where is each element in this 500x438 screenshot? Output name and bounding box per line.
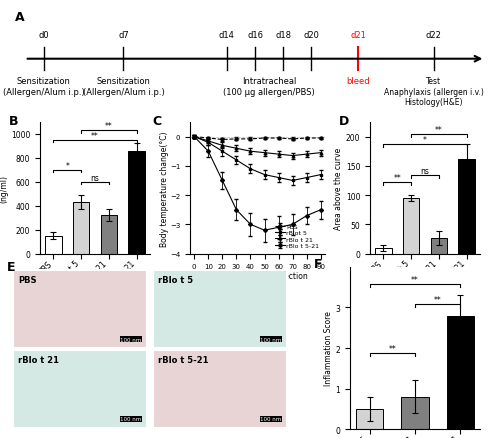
Text: **: ** xyxy=(91,131,99,140)
Text: *: * xyxy=(66,161,69,170)
Text: **: ** xyxy=(105,122,113,131)
Text: E: E xyxy=(7,261,16,274)
Bar xyxy=(153,270,287,348)
Text: d0: d0 xyxy=(38,31,49,40)
Text: D: D xyxy=(339,115,349,128)
Text: **: ** xyxy=(411,275,419,284)
Text: **: ** xyxy=(434,296,442,304)
Text: d22: d22 xyxy=(426,31,442,40)
Text: C: C xyxy=(152,115,162,128)
Y-axis label: Inflammation Score: Inflammation Score xyxy=(324,311,332,385)
Bar xyxy=(73,203,90,254)
Text: d14: d14 xyxy=(219,31,234,40)
Text: A: A xyxy=(16,11,25,24)
Text: rBlo t 21: rBlo t 21 xyxy=(18,355,59,364)
Text: ns: ns xyxy=(90,173,100,182)
Text: **: ** xyxy=(435,126,443,134)
Legend: PBS, rBlot 5, rBlo t 21, rBlo t 5-21: PBS, rBlot 5, rBlo t 21, rBlo t 5-21 xyxy=(272,222,322,251)
Text: rBlo t 5: rBlo t 5 xyxy=(158,276,194,284)
Text: 100 nm: 100 nm xyxy=(120,416,142,421)
Text: 100 nm: 100 nm xyxy=(260,337,281,342)
Bar xyxy=(430,238,447,254)
Y-axis label: Area above the curve: Area above the curve xyxy=(334,147,343,230)
Text: 100 nm: 100 nm xyxy=(260,416,281,421)
Text: 100 nm: 100 nm xyxy=(120,337,142,342)
Bar xyxy=(128,151,145,254)
Text: PBS: PBS xyxy=(18,276,37,284)
Bar xyxy=(356,409,383,429)
Bar xyxy=(100,216,117,254)
Text: d20: d20 xyxy=(304,31,320,40)
Bar xyxy=(13,350,147,427)
Bar xyxy=(45,236,62,254)
Text: *: * xyxy=(423,136,427,145)
Text: d21: d21 xyxy=(350,31,366,40)
Text: Sensitization
(Allergen/Alum i.p.): Sensitization (Allergen/Alum i.p.) xyxy=(82,77,164,96)
Text: Sensitization
(Allergen/Alum i.p.): Sensitization (Allergen/Alum i.p.) xyxy=(2,77,84,96)
Bar xyxy=(403,198,419,254)
Bar xyxy=(402,397,428,429)
Text: Intratracheal
(100 µg allergen/PBS): Intratracheal (100 µg allergen/PBS) xyxy=(223,77,315,96)
Bar xyxy=(458,159,475,254)
Text: rBlo t 5-21: rBlo t 5-21 xyxy=(158,355,209,364)
Text: bleed: bleed xyxy=(346,77,370,86)
Text: ns: ns xyxy=(420,166,430,176)
Y-axis label: Total serum IgE levels
(ng/ml): Total serum IgE levels (ng/ml) xyxy=(0,147,8,230)
Bar xyxy=(153,350,287,427)
Text: d7: d7 xyxy=(118,31,129,40)
Text: B: B xyxy=(9,115,18,128)
Text: Test
Anaphylaxis (allergen i.v.)
Histology(H&E): Test Anaphylaxis (allergen i.v.) Histolo… xyxy=(384,77,484,107)
Y-axis label: Body temperature change(°C): Body temperature change(°C) xyxy=(160,131,168,246)
Text: d16: d16 xyxy=(247,31,263,40)
Bar xyxy=(13,270,147,348)
Text: d18: d18 xyxy=(275,31,291,40)
Bar xyxy=(375,248,392,254)
X-axis label: Minutes after i.v. injection: Minutes after i.v. injection xyxy=(208,271,308,280)
Bar xyxy=(447,316,474,429)
Text: **: ** xyxy=(394,173,401,183)
Text: F: F xyxy=(314,258,322,270)
Text: **: ** xyxy=(388,344,396,353)
